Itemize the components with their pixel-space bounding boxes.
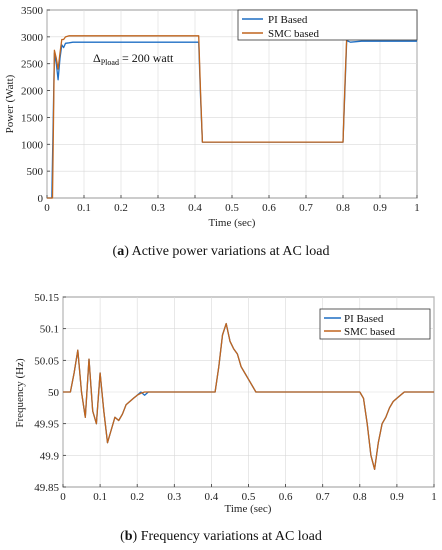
x-tick-label-power: 0.8 [336, 202, 350, 214]
x-axis-label-power: Time (sec) [209, 217, 256, 229]
x-tick-label-frequency: 0.6 [279, 491, 293, 503]
y-axis-label-power: Power (Watt) [4, 74, 16, 133]
x-tick-label-frequency: 1 [431, 491, 437, 503]
series-lines-frequency [63, 322, 434, 470]
x-tick-label-power: 0.4 [188, 202, 202, 214]
y-tick-label-power: 3000 [21, 32, 44, 44]
delta-annotation: ΔPload = 200 watt [93, 51, 174, 67]
y-ticks-power: 0 500 1000 1500 2000 2500 3000 3500 [21, 5, 50, 205]
series-lines-power [47, 35, 417, 199]
y-tick-label-frequency: 49.9 [40, 450, 60, 462]
x-tick-label-frequency: 0.5 [242, 491, 256, 503]
y-tick-label-power: 3500 [21, 5, 44, 17]
y-tick-label-frequency: 50 [48, 387, 60, 399]
x-tick-label-frequency: 0.3 [167, 491, 181, 503]
legend-power: PI Based SMC based [237, 9, 418, 41]
x-tick-label-power: 0 [44, 202, 50, 214]
x-tick-label-power: 0.6 [262, 202, 276, 214]
y-tick-label-frequency: 49.85 [34, 482, 59, 494]
legend-label-pi-frequency: PI Based [344, 313, 384, 325]
series-line-smc-power [47, 35, 417, 199]
x-tick-label-frequency: 0 [60, 491, 66, 503]
x-tick-label-frequency: 0.7 [316, 491, 330, 503]
caption-frequency: (b) Frequency variations at AC load [120, 529, 322, 544]
y-tick-label-frequency: 50.15 [34, 292, 59, 304]
x-ticks-frequency: 0 0.1 0.2 0.3 0.4 0.5 0.6 0.7 0.8 0.9 1 [60, 484, 437, 503]
x-tick-label-power: 1 [414, 202, 420, 214]
y-tick-label-power: 2000 [21, 86, 44, 98]
series-line-smc-frequency [63, 322, 434, 470]
x-tick-label-frequency: 0.2 [130, 491, 144, 503]
y-tick-label-power: 500 [27, 166, 44, 178]
x-tick-label-power: 0.9 [373, 202, 387, 214]
x-axis-label-frequency: Time (sec) [225, 503, 272, 515]
caption-power: (a) Active power variations at AC load [113, 244, 330, 259]
x-tick-label-power: 0.5 [225, 202, 239, 214]
x-tick-label-frequency: 0.4 [205, 491, 219, 503]
y-tick-label-power: 2500 [21, 59, 44, 71]
x-tick-label-power: 0.2 [114, 202, 128, 214]
y-tick-label-frequency: 50.05 [34, 355, 59, 367]
y-tick-label-power: 0 [38, 193, 44, 205]
y-tick-label-frequency: 49.95 [34, 419, 59, 431]
x-tick-label-frequency: 0.8 [353, 491, 367, 503]
legend-label-smc-frequency: SMC based [344, 326, 396, 338]
y-tick-label-frequency: 50.1 [40, 324, 59, 336]
x-tick-label-frequency: 0.1 [93, 491, 107, 503]
y-ticks-frequency: 49.85 49.9 49.95 50 50.05 50.1 50.15 [34, 292, 66, 494]
legend-frequency: PI Based SMC based [319, 308, 431, 340]
x-tick-label-power: 0.7 [299, 202, 313, 214]
x-tick-label-frequency: 0.9 [390, 491, 404, 503]
x-ticks-power: 0 0.1 0.2 0.3 0.4 0.5 0.6 0.7 0.8 0.9 1 [44, 195, 420, 214]
legend-label-pi-power: PI Based [268, 14, 308, 26]
x-tick-label-power: 0.3 [151, 202, 165, 214]
y-axis-label-frequency: Frequency (Hz) [14, 358, 26, 428]
x-tick-label-power: 0.1 [77, 202, 91, 214]
y-tick-label-power: 1000 [21, 139, 44, 151]
y-tick-label-power: 1500 [21, 112, 44, 124]
legend-label-smc-power: SMC based [268, 28, 320, 40]
frequency-chart: 49.85 49.9 49.95 50 50.05 50.1 50.15 0 0.1 0.2 0.… [14, 292, 437, 544]
